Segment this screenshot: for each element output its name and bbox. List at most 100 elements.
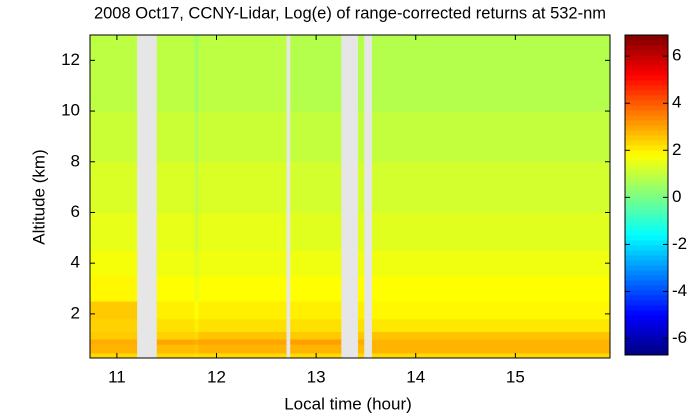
heat-cell bbox=[290, 250, 342, 277]
colorbar-swatch bbox=[625, 165, 668, 171]
colorbar-swatch bbox=[625, 230, 668, 236]
heat-cell bbox=[290, 301, 342, 320]
heat-cell bbox=[90, 111, 138, 163]
heat-cell bbox=[198, 161, 287, 213]
y-tick-label: 4 bbox=[71, 253, 80, 272]
heat-cell bbox=[90, 344, 138, 354]
heat-cell bbox=[371, 344, 611, 354]
heat-cell bbox=[290, 339, 342, 345]
colorbar-swatch bbox=[625, 125, 668, 131]
heat-cell bbox=[371, 339, 611, 345]
heat-cell bbox=[357, 353, 365, 359]
colorbar-swatch bbox=[625, 275, 668, 281]
colorbar-swatch bbox=[625, 235, 668, 241]
colorbar-swatch bbox=[625, 210, 668, 216]
colorbar-swatch bbox=[625, 220, 668, 226]
colorbar-swatch bbox=[625, 150, 668, 156]
colorbar-swatch bbox=[625, 300, 668, 306]
heat-cell bbox=[194, 344, 199, 354]
heat-cell bbox=[156, 318, 195, 332]
heat-cell bbox=[357, 331, 365, 340]
heat-cell bbox=[194, 35, 199, 112]
x-tick-label: 14 bbox=[406, 367, 425, 386]
heat-cell bbox=[198, 212, 287, 251]
colorbar-swatch bbox=[625, 50, 668, 56]
colorbar-swatch bbox=[625, 250, 668, 256]
colorbar-swatch bbox=[625, 65, 668, 71]
heat-cell bbox=[194, 111, 199, 163]
heat-cell bbox=[156, 339, 195, 345]
heat-cell bbox=[194, 331, 199, 340]
colorbar-swatch bbox=[625, 340, 668, 346]
heat-cell bbox=[194, 353, 199, 359]
heat-cell bbox=[371, 35, 611, 112]
heat-cell bbox=[290, 275, 342, 302]
colorbar-swatch bbox=[625, 115, 668, 121]
colorbar-tick-label: 2 bbox=[672, 140, 681, 159]
x-axis-label: Local time (hour) bbox=[284, 394, 412, 413]
colorbar-swatch bbox=[625, 335, 668, 341]
colorbar-swatch bbox=[625, 145, 668, 151]
colorbar-swatch bbox=[625, 295, 668, 301]
colorbar-tick-label: 4 bbox=[672, 93, 681, 112]
colorbar-swatch bbox=[625, 100, 668, 106]
heat-cell bbox=[371, 318, 611, 332]
heat-cell bbox=[198, 250, 287, 277]
heat-cell bbox=[290, 344, 342, 354]
heat-cell bbox=[194, 212, 199, 251]
colorbar-swatch bbox=[625, 140, 668, 146]
heat-cell bbox=[198, 344, 287, 354]
heat-cell bbox=[371, 161, 611, 213]
colorbar-swatch bbox=[625, 320, 668, 326]
colorbar-swatch bbox=[625, 135, 668, 141]
colorbar-swatch bbox=[625, 185, 668, 191]
colorbar-swatch bbox=[625, 245, 668, 251]
colorbar-swatch bbox=[625, 80, 668, 86]
colorbar-tick-label: -2 bbox=[672, 234, 687, 253]
heat-cell bbox=[357, 318, 365, 332]
heat-cell bbox=[198, 353, 287, 359]
x-tick-label: 12 bbox=[207, 367, 226, 386]
colorbar-swatch bbox=[625, 290, 668, 296]
heat-cell bbox=[156, 344, 195, 354]
heat-cell bbox=[290, 318, 342, 332]
colorbar-swatch bbox=[625, 170, 668, 176]
heat-cell bbox=[90, 353, 138, 359]
heat-cell bbox=[357, 111, 365, 163]
heat-cell bbox=[194, 250, 199, 277]
colorbar-swatch bbox=[625, 265, 668, 271]
colorbar-swatch bbox=[625, 95, 668, 101]
heat-cell bbox=[357, 339, 365, 345]
heat-cell bbox=[198, 318, 287, 332]
heat-cell bbox=[290, 111, 342, 163]
heat-cell bbox=[357, 35, 365, 112]
chart-title: 2008 Oct17, CCNY-Lidar, Log(e) of range-… bbox=[94, 4, 606, 22]
heat-cell bbox=[90, 331, 138, 340]
heat-cell bbox=[198, 35, 287, 112]
heat-cell bbox=[90, 275, 138, 302]
colorbar-swatch bbox=[625, 350, 668, 356]
colorbar-swatch bbox=[625, 305, 668, 311]
colorbar-swatch bbox=[625, 225, 668, 231]
heat-cell bbox=[90, 301, 138, 320]
heat-cell bbox=[371, 212, 611, 251]
colorbar-swatch bbox=[625, 345, 668, 351]
colorbar-swatch bbox=[625, 60, 668, 66]
heat-cell bbox=[156, 111, 195, 163]
colorbar-swatch bbox=[625, 130, 668, 136]
y-tick-label: 6 bbox=[71, 202, 80, 221]
heat-cell bbox=[290, 331, 342, 340]
heat-cell bbox=[371, 301, 611, 320]
heat-cell bbox=[198, 111, 287, 163]
heat-cell bbox=[90, 161, 138, 213]
colorbar-swatch bbox=[625, 280, 668, 286]
x-tick-label: 13 bbox=[307, 367, 326, 386]
colorbar-swatch bbox=[625, 240, 668, 246]
colorbar-swatch bbox=[625, 175, 668, 181]
colorbar-swatch bbox=[625, 155, 668, 161]
heat-cell bbox=[90, 318, 138, 332]
colorbar-swatch bbox=[625, 45, 668, 51]
heat-cell bbox=[194, 301, 199, 320]
y-axis-label: Altitude (km) bbox=[29, 149, 48, 244]
